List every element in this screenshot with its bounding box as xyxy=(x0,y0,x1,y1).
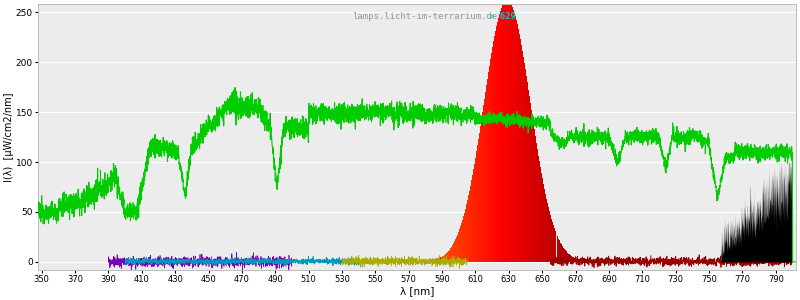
Y-axis label: I(λ)  [μW/cm2/nm]: I(λ) [μW/cm2/nm] xyxy=(4,92,14,182)
Text: > 629: > 629 xyxy=(489,12,516,21)
X-axis label: λ [nm]: λ [nm] xyxy=(400,286,434,296)
Text: lamps.licht-im-terrarium.de: lamps.licht-im-terrarium.de xyxy=(353,12,498,21)
